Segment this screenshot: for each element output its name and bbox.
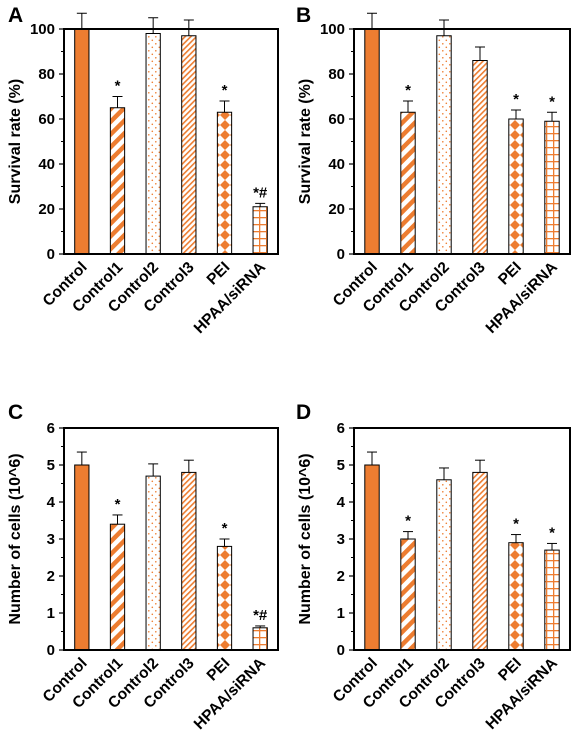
- panel-letter: B: [296, 4, 311, 27]
- bar-control1: [400, 111, 416, 255]
- y-axis-label: Survival rate (%): [297, 79, 314, 204]
- y-tick-label: 1: [47, 605, 55, 622]
- y-tick-label: 0: [337, 642, 345, 659]
- plot-frame: [63, 427, 279, 651]
- y-tick-label: 40: [38, 156, 55, 173]
- significance-label: *: [115, 496, 121, 513]
- bar-hpaa-sirna: [252, 206, 268, 255]
- y-tick-label: 2: [47, 568, 55, 585]
- bar-control3: [181, 471, 197, 651]
- y-tick-label: 0: [47, 642, 55, 659]
- bar-control1: [400, 538, 416, 651]
- bar-hpaa-sirna: [544, 120, 560, 255]
- significance-label: *: [222, 520, 228, 537]
- y-tick-label: 80: [38, 66, 55, 83]
- y-axis-label: Survival rate (%): [7, 79, 24, 204]
- bar-hpaa-sirna: [544, 549, 560, 651]
- significance-label: *: [549, 524, 555, 541]
- y-tick-label: 5: [47, 457, 55, 474]
- y-tick-label: 4: [337, 494, 346, 511]
- y-tick-label: 100: [320, 21, 345, 38]
- significance-label: *: [513, 516, 519, 533]
- plot-frame: [353, 427, 571, 651]
- bar-control2: [145, 33, 161, 255]
- bar-control1: [109, 107, 126, 255]
- bar-pei: [216, 111, 233, 255]
- bar-control: [364, 464, 380, 651]
- x-tick-label: PEI: [204, 259, 234, 289]
- bar-control: [74, 464, 90, 651]
- bar-control3: [472, 60, 488, 255]
- y-tick-label: 5: [337, 457, 345, 474]
- bar-control2: [436, 479, 452, 651]
- y-tick-label: 80: [328, 66, 345, 83]
- y-tick-label: 0: [337, 246, 345, 263]
- x-tick-label: PEI: [204, 655, 234, 685]
- significance-label: *: [115, 78, 121, 95]
- bar-control1: [109, 523, 126, 651]
- bar-control3: [181, 35, 197, 255]
- x-tick-label: PEI: [495, 655, 525, 685]
- bar-pei: [508, 118, 524, 255]
- bar-control: [364, 28, 380, 255]
- y-tick-label: 2: [337, 568, 345, 585]
- bar-control3: [472, 471, 488, 651]
- y-tick-label: 40: [328, 156, 345, 173]
- panel-letter: C: [8, 401, 23, 424]
- y-tick-label: 20: [38, 201, 55, 218]
- bar-control2: [436, 35, 452, 255]
- significance-label: *#: [253, 607, 268, 624]
- y-tick-label: 3: [337, 531, 345, 548]
- panel-letter: D: [296, 401, 311, 424]
- y-axis-label: Number of cells (10^6): [7, 453, 24, 624]
- y-tick-label: 0: [47, 246, 55, 263]
- bar-hpaa-sirna: [252, 627, 268, 651]
- y-tick-label: 1: [337, 605, 345, 622]
- plot-frame: [63, 28, 279, 255]
- significance-label: *: [549, 93, 555, 110]
- significance-label: *: [405, 82, 411, 99]
- significance-label: *: [513, 91, 519, 108]
- bar-pei: [216, 545, 233, 651]
- bar-control: [74, 28, 90, 255]
- x-tick-label: PEI: [495, 259, 525, 289]
- y-tick-label: 6: [47, 420, 55, 437]
- significance-label: *#: [253, 184, 268, 201]
- significance-label: *: [222, 82, 228, 99]
- significance-label: *: [405, 513, 411, 530]
- y-tick-label: 60: [328, 111, 345, 128]
- y-tick-label: 6: [337, 420, 345, 437]
- y-tick-label: 60: [38, 111, 55, 128]
- bar-control2: [145, 475, 161, 651]
- y-tick-label: 100: [30, 21, 55, 38]
- y-tick-label: 4: [47, 494, 56, 511]
- y-tick-label: 20: [328, 201, 345, 218]
- y-axis-label: Number of cells (10^6): [297, 453, 314, 624]
- panel-letter: A: [8, 4, 23, 27]
- bar-pei: [508, 542, 524, 651]
- y-tick-label: 3: [47, 531, 55, 548]
- plot-frame: [353, 28, 571, 255]
